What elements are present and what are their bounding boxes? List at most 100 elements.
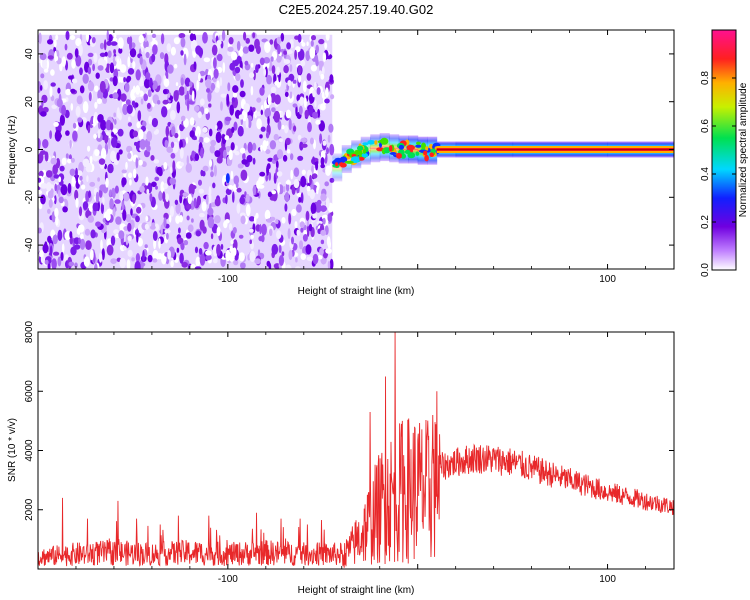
noise-blob — [38, 190, 42, 195]
noise-blob — [128, 172, 133, 179]
noise-blob — [59, 114, 65, 126]
noise-blob — [306, 41, 309, 47]
noise-blob — [263, 68, 267, 77]
noise-blob — [277, 183, 280, 195]
noise-blob — [297, 33, 302, 43]
noise-blob — [163, 183, 169, 190]
noise-blob — [136, 121, 141, 129]
noise-blob — [288, 249, 293, 261]
noise-blob — [252, 157, 256, 165]
noise-blob — [57, 229, 63, 241]
noise-blob — [258, 176, 264, 185]
noise-blob — [267, 116, 270, 126]
noise-blob — [135, 157, 139, 169]
noise-blob — [205, 194, 209, 205]
noise-blob — [263, 57, 271, 64]
colorbar-ticks: 0.0 0.2 0.4 0.6 0.8 — [700, 71, 736, 277]
noise-blob — [55, 215, 59, 226]
noise-blob — [205, 250, 212, 256]
noise-blob — [328, 123, 334, 133]
noise-blob — [196, 80, 200, 91]
noise-blob — [209, 203, 212, 215]
noise-blob — [44, 259, 49, 265]
noise-blob — [109, 198, 114, 210]
noise-blob — [208, 128, 213, 137]
noise-blob — [71, 59, 76, 69]
noise-blob — [276, 36, 282, 45]
noise-blob — [100, 147, 107, 160]
noise-blob — [114, 199, 121, 204]
noise-blob — [85, 210, 90, 219]
noise-blob — [94, 101, 98, 109]
noise-blob — [71, 176, 76, 187]
noise-blob — [245, 37, 250, 44]
noise-blob — [95, 221, 102, 227]
noise-blob — [287, 50, 293, 54]
noise-blob — [50, 157, 57, 165]
noise-blob — [75, 197, 79, 208]
noise-blob — [316, 220, 323, 225]
noise-blob — [240, 79, 244, 88]
noise-blob — [232, 91, 238, 98]
noise-blob — [167, 93, 171, 98]
noise-blob — [319, 63, 323, 73]
noise-blob — [199, 70, 206, 77]
colorbar-tick-label: 0.0 — [700, 263, 711, 277]
noise-blob — [302, 234, 308, 242]
noise-blob — [100, 202, 104, 214]
signal-blob — [335, 162, 339, 167]
noise-blob — [82, 201, 89, 210]
noise-blob — [268, 172, 272, 181]
noise-blob — [327, 213, 332, 222]
noise-blob — [285, 264, 292, 269]
noise-blob — [290, 42, 294, 48]
noise-blob — [127, 249, 133, 257]
noise-blob — [312, 173, 318, 179]
noise-blob — [277, 120, 282, 131]
noise-blob — [281, 124, 285, 130]
noise-blob — [160, 33, 165, 45]
noise-blob — [156, 166, 163, 176]
noise-blob — [184, 77, 191, 87]
noise-blob — [132, 61, 136, 69]
noise-blob — [42, 58, 47, 70]
noise-blob — [150, 225, 156, 230]
noise-blob — [288, 213, 292, 225]
signal-blob — [376, 147, 384, 152]
y-tick-label: 2000 — [24, 498, 35, 521]
noise-blob — [326, 147, 329, 155]
noise-blob — [315, 203, 322, 213]
noise-blob — [243, 31, 247, 41]
noise-blob — [89, 249, 94, 261]
colorbar-tick-label: 0.8 — [700, 71, 711, 85]
noise-blob — [213, 57, 217, 69]
noise-blob — [189, 263, 197, 269]
noise-blob — [220, 243, 224, 250]
noise-blob — [312, 111, 319, 119]
signal-track-segment — [398, 135, 409, 164]
noise-blob — [82, 158, 90, 168]
noise-blob — [199, 212, 205, 218]
noise-blob — [57, 87, 61, 94]
noise-blob — [58, 176, 62, 183]
noise-blob — [202, 127, 208, 133]
noise-blob — [129, 179, 132, 186]
noise-blob — [320, 239, 325, 245]
noise-blob — [280, 32, 285, 42]
noise-blob — [70, 88, 76, 93]
noise-blob — [113, 33, 117, 39]
noise-blob — [140, 76, 144, 85]
noise-blob — [166, 43, 171, 53]
noise-blob — [129, 48, 137, 58]
signal-blob — [362, 148, 367, 154]
noise-blob — [62, 206, 68, 213]
noise-blob — [99, 184, 107, 192]
noise-blob — [106, 40, 112, 46]
noise-blob — [252, 142, 257, 151]
noise-blob — [311, 35, 316, 41]
noise-blob — [131, 100, 136, 106]
noise-blob — [122, 103, 129, 116]
noise-blob — [297, 65, 302, 75]
noise-blob — [267, 157, 274, 162]
noise-blob — [329, 74, 334, 83]
